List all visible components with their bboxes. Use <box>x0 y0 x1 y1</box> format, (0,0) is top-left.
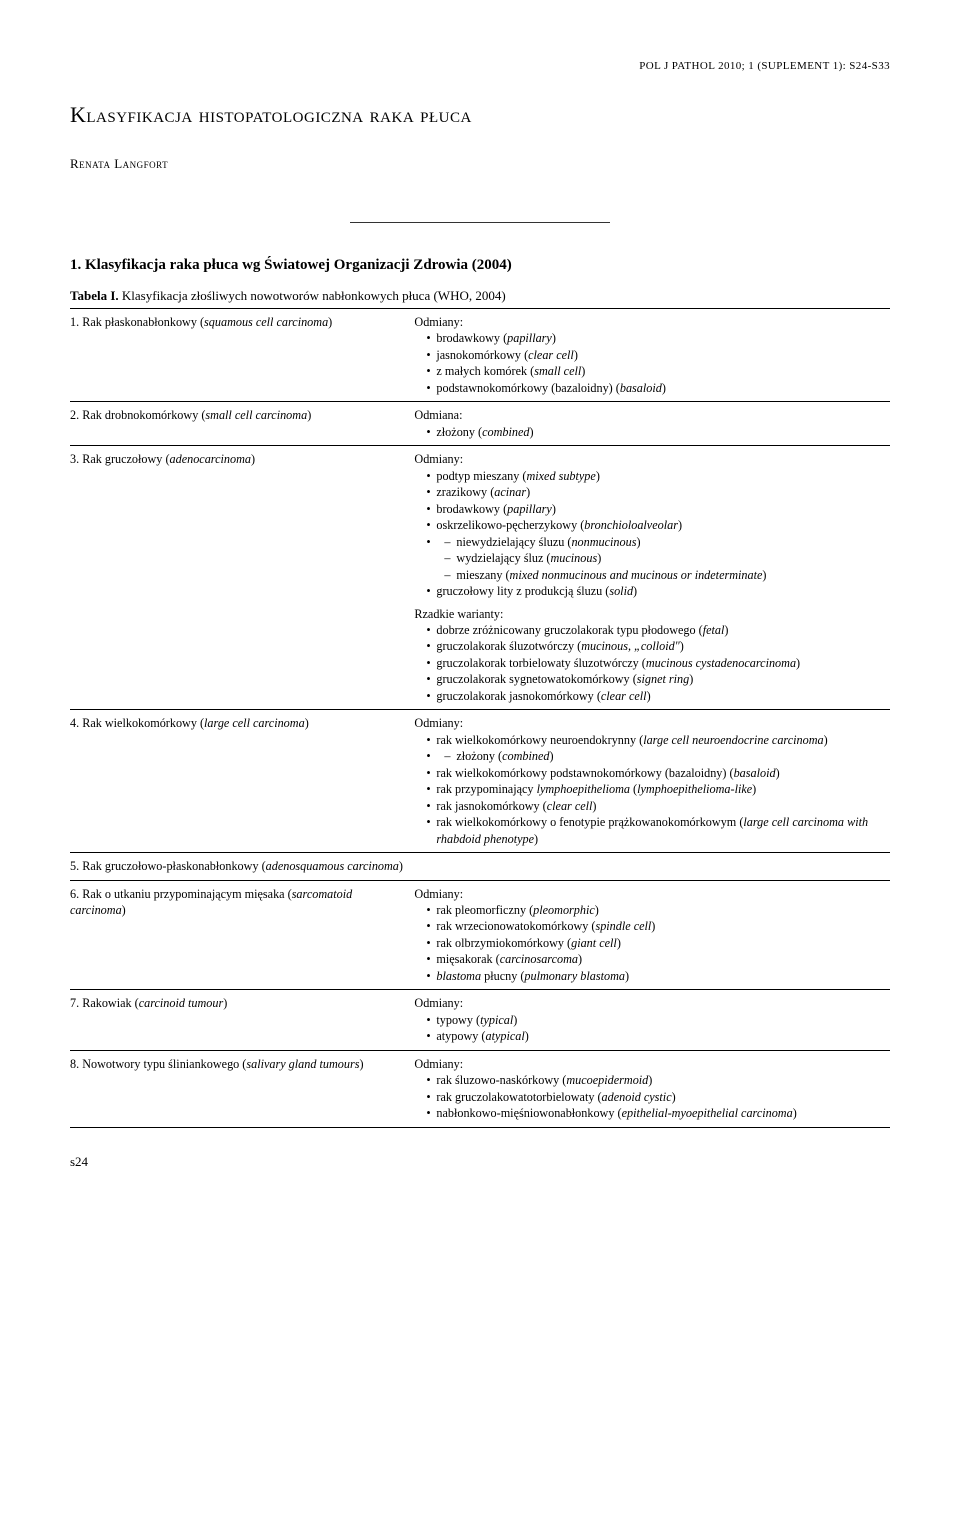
list-item: dobrze zróżnicowany gruczolakorak typu p… <box>426 622 884 638</box>
list-item: rak olbrzymiokomórkowy (giant cell) <box>426 935 884 951</box>
table-row: 2. Rak drobnokomórkowy (small cell carci… <box>70 402 890 446</box>
list-item: rak pleomorficzny (pleomorphic) <box>426 902 884 918</box>
table-row: 7. Rakowiak (carcinoid tumour) Odmiany: … <box>70 990 890 1050</box>
table-row: 4. Rak wielkokomórkowy (large cell carci… <box>70 710 890 853</box>
list-item: podstawnokomórkowy (bazaloidny) (basaloi… <box>426 380 884 396</box>
row-variants: Odmiany: rak śluzowo-naskórkowy (mucoepi… <box>414 1050 890 1127</box>
row-variants: Odmiany: typowy (typical)atypowy (atypic… <box>414 990 890 1050</box>
row-name: 4. Rak wielkokomórkowy (large cell carci… <box>70 710 414 853</box>
variant-label: Odmiany: <box>414 715 884 731</box>
list-item: oskrzelikowo-pęcherzykowy (bronchioloalv… <box>426 517 884 533</box>
row-variants <box>414 853 890 880</box>
table-caption: Tabela I. Klasyfikacja złośliwych nowotw… <box>70 288 890 304</box>
list-item: atypowy (atypical) <box>426 1028 884 1044</box>
list-item: gruczolakorak jasnokomórkowy (clear cell… <box>426 688 884 704</box>
list-item: brodawkowy (papillary) <box>426 501 884 517</box>
list-item: rak przypominający lymphoepithelioma (ly… <box>426 781 884 797</box>
list-item: rak wielkokomórkowy neuroendokrynny (lar… <box>426 732 884 748</box>
list-item: mięsakorak (carcinosarcoma) <box>426 951 884 967</box>
variant-list: niewydzielający śluzu (nonmucinous)wydzi… <box>414 534 884 583</box>
variant-list: typowy (typical)atypowy (atypical) <box>414 1012 884 1045</box>
variant-label: Odmiany: <box>414 451 884 467</box>
list-item: rak gruczolakowatotorbielowaty (adenoid … <box>426 1089 884 1105</box>
table-row: 3. Rak gruczołowy (adenocarcinoma) Odmia… <box>70 446 890 710</box>
row-variants: Odmiany: podtyp mieszany (mixed subtype)… <box>414 446 890 710</box>
list-item: brodawkowy (papillary) <box>426 330 884 346</box>
variant-list: rak wielkokomórkowy podstawnokomórkowy (… <box>414 765 884 847</box>
list-item: rak śluzowo-naskórkowy (mucoepidermoid) <box>426 1072 884 1088</box>
row-name: 1. Rak płaskonabłonkowy (squamous cell c… <box>70 309 414 402</box>
list-item: z małych komórek (small cell) <box>426 363 884 379</box>
row-name: 6. Rak o utkaniu przypominającym mięsaka… <box>70 880 414 990</box>
list-item: gruczołowy lity z produkcją śluzu (solid… <box>426 583 884 599</box>
rare-variants-label: Rzadkie warianty: <box>414 606 884 622</box>
list-item: rak wrzecionowatokomórkowy (spindle cell… <box>426 918 884 934</box>
table-row: 1. Rak płaskonabłonkowy (squamous cell c… <box>70 309 890 402</box>
variant-label: Odmiany: <box>414 886 884 902</box>
article-title: Klasyfikacja histopatologiczna raka płuc… <box>70 102 890 128</box>
variant-list: złożony (combined) <box>414 424 884 440</box>
variant-label: Odmiany: <box>414 1056 884 1072</box>
row-name: 7. Rakowiak (carcinoid tumour) <box>70 990 414 1050</box>
author-name: Renata Langfort <box>70 156 890 172</box>
row-name: 8. Nowotwory typu śliniankowego (salivar… <box>70 1050 414 1127</box>
list-item: podtyp mieszany (mixed subtype) <box>426 468 884 484</box>
page-number: s24 <box>70 1154 890 1170</box>
list-item: rak wielkokomórkowy podstawnokomórkowy (… <box>426 765 884 781</box>
list-item: złożony (combined) <box>444 748 884 764</box>
variant-label: Odmiana: <box>414 407 884 423</box>
row-variants: Odmiany: brodawkowy (papillary)jasnokomó… <box>414 309 890 402</box>
list-item: nabłonkowo-mięśniowonabłonkowy (epitheli… <box>426 1105 884 1121</box>
row-variants: Odmiany: rak wielkokomórkowy neuroendokr… <box>414 710 890 853</box>
variant-list: gruczołowy lity z produkcją śluzu (solid… <box>414 583 884 599</box>
table-row: 6. Rak o utkaniu przypominającym mięsaka… <box>70 880 890 990</box>
table-caption-label: Tabela I. <box>70 288 119 303</box>
variant-list: podtyp mieszany (mixed subtype)zrazikowy… <box>414 468 884 534</box>
row-variants: Odmiana: złożony (combined) <box>414 402 890 446</box>
running-head: POL J PATHOL 2010; 1 (SUPLEMENT 1): S24-… <box>70 60 890 72</box>
variant-list: złożony (combined) <box>414 748 884 764</box>
variant-list: brodawkowy (papillary)jasnokomórkowy (cl… <box>414 330 884 396</box>
variant-list: rak pleomorficzny (pleomorphic)rak wrzec… <box>414 902 884 984</box>
list-item: wydzielający śluz (mucinous) <box>444 550 884 566</box>
classification-table: 1. Rak płaskonabłonkowy (squamous cell c… <box>70 308 890 1128</box>
variant-sublist: niewydzielający śluzu (nonmucinous)wydzi… <box>426 534 884 583</box>
variant-label: Odmiany: <box>414 995 884 1011</box>
rare-variant-list: dobrze zróżnicowany gruczolakorak typu p… <box>414 622 884 704</box>
row-name: 2. Rak drobnokomórkowy (small cell carci… <box>70 402 414 446</box>
row-name: 5. Rak gruczołowo-płaskonabłonkowy (aden… <box>70 853 414 880</box>
section-heading: 1. Klasyfikacja raka płuca wg Światowej … <box>70 257 890 274</box>
list-item: mieszany (mixed nonmucinous and mucinous… <box>444 567 884 583</box>
list-item: gruczolakorak torbielowaty śluzotwórczy … <box>426 655 884 671</box>
variant-list: rak śluzowo-naskórkowy (mucoepidermoid)r… <box>414 1072 884 1121</box>
table-row: 8. Nowotwory typu śliniankowego (salivar… <box>70 1050 890 1127</box>
list-item: złożony (combined) <box>426 424 884 440</box>
list-item: jasnokomórkowy (clear cell) <box>426 347 884 363</box>
list-item: rak jasnokomórkowy (clear cell) <box>426 798 884 814</box>
list-item: gruczolakorak sygnetowatokomórkowy (sign… <box>426 671 884 687</box>
row-variants: Odmiany: rak pleomorficzny (pleomorphic)… <box>414 880 890 990</box>
variant-label: Odmiany: <box>414 314 884 330</box>
table-caption-text: Klasyfikacja złośliwych nowotworów nabło… <box>122 288 506 303</box>
title-divider <box>350 222 610 223</box>
list-item: gruczolakorak śluzotwórczy (mucinous, „c… <box>426 638 884 654</box>
list-item: typowy (typical) <box>426 1012 884 1028</box>
row-name: 3. Rak gruczołowy (adenocarcinoma) <box>70 446 414 710</box>
variant-list: rak wielkokomórkowy neuroendokrynny (lar… <box>414 732 884 748</box>
list-item: zrazikowy (acinar) <box>426 484 884 500</box>
list-item: rak wielkokomórkowy o fenotypie prążkowa… <box>426 814 884 847</box>
list-item: niewydzielający śluzu (nonmucinous) <box>444 534 884 550</box>
table-row: 5. Rak gruczołowo-płaskonabłonkowy (aden… <box>70 853 890 880</box>
variant-sublist: złożony (combined) <box>426 748 884 764</box>
list-item: blastoma płucny (pulmonary blastoma) <box>426 968 884 984</box>
